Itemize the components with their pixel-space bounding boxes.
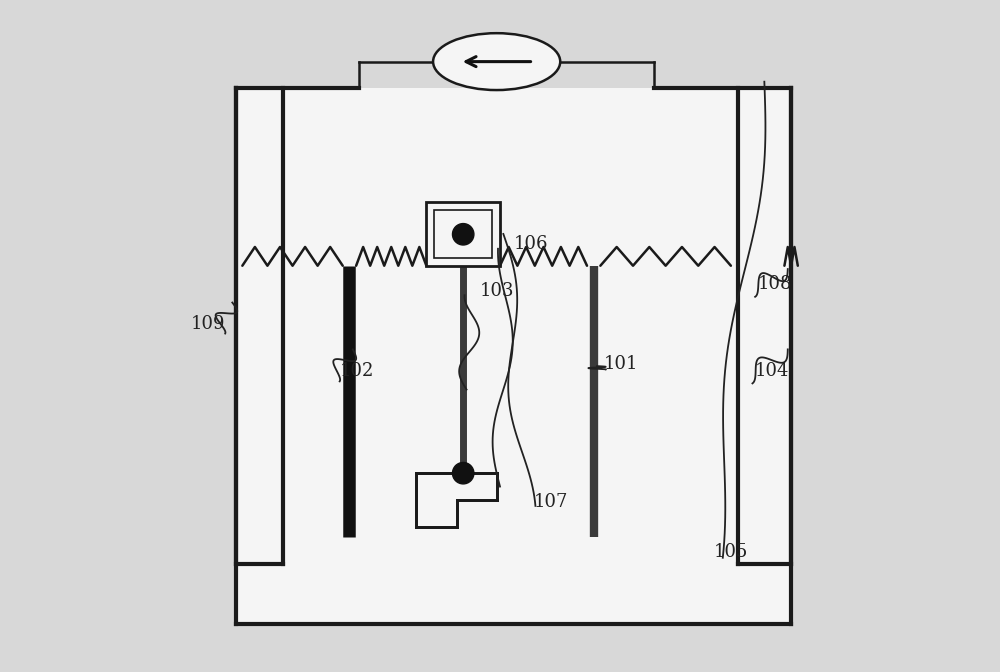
Text: 101: 101 [604,355,638,374]
Ellipse shape [433,33,560,90]
Text: 107: 107 [533,493,568,511]
Circle shape [452,224,474,245]
Text: 109: 109 [191,315,225,333]
Text: 106: 106 [513,235,548,253]
Text: 102: 102 [339,362,374,380]
Text: 108: 108 [758,275,792,293]
Text: 103: 103 [480,282,514,300]
Bar [236,89,791,624]
Text: 104: 104 [754,362,789,380]
Text: 105: 105 [714,543,749,561]
Bar [426,202,500,265]
Circle shape [452,462,474,484]
Polygon shape [416,473,497,527]
Bar [434,210,492,257]
